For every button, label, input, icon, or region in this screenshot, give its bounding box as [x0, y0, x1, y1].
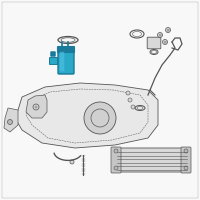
Circle shape: [114, 166, 118, 170]
Polygon shape: [115, 148, 188, 172]
Circle shape: [166, 27, 170, 32]
Circle shape: [184, 166, 188, 170]
Circle shape: [128, 98, 132, 102]
Polygon shape: [4, 108, 18, 132]
Circle shape: [8, 119, 12, 124]
Circle shape: [84, 102, 116, 134]
FancyBboxPatch shape: [58, 46, 74, 52]
Circle shape: [126, 91, 130, 95]
Circle shape: [70, 160, 74, 164]
Circle shape: [184, 149, 188, 153]
Polygon shape: [26, 95, 47, 118]
FancyBboxPatch shape: [51, 52, 55, 56]
Circle shape: [162, 40, 168, 45]
FancyBboxPatch shape: [60, 52, 64, 71]
FancyBboxPatch shape: [50, 58, 58, 64]
FancyBboxPatch shape: [111, 147, 121, 173]
Circle shape: [114, 149, 118, 153]
Polygon shape: [15, 83, 158, 148]
FancyBboxPatch shape: [181, 147, 191, 173]
FancyBboxPatch shape: [58, 50, 74, 74]
FancyBboxPatch shape: [147, 37, 161, 49]
Circle shape: [158, 32, 162, 38]
Circle shape: [33, 104, 39, 110]
Circle shape: [131, 105, 135, 109]
